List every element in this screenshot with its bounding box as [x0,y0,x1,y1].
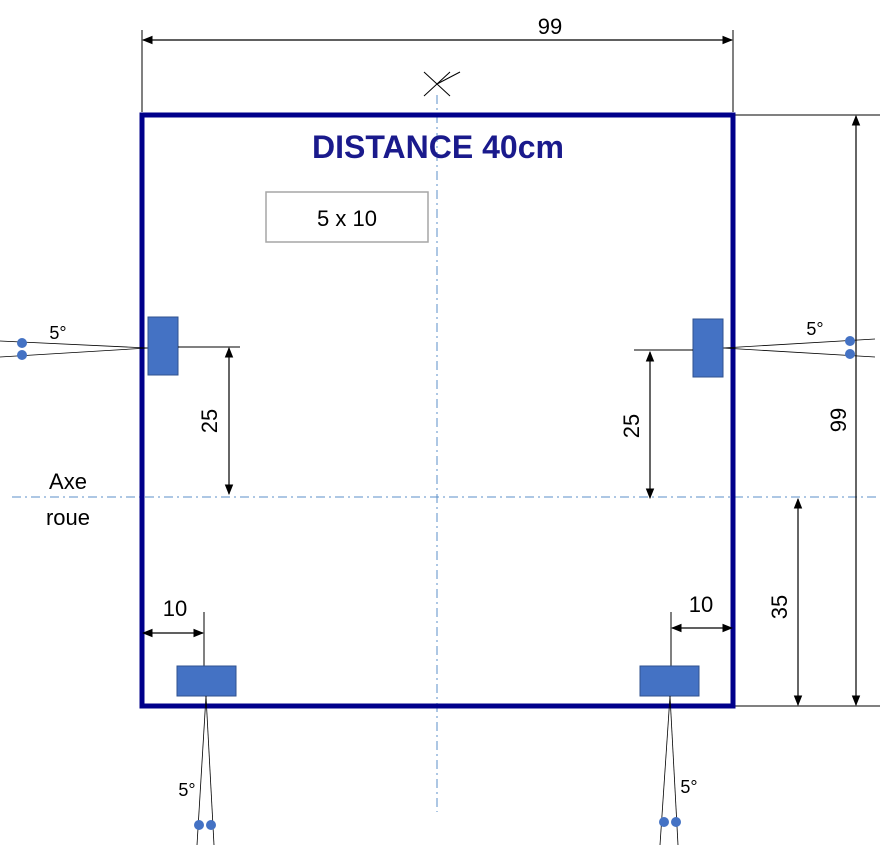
bottom-right-sensor-group: 10 5° [639,592,734,846]
vehicle-outline-frame [139,112,736,709]
right-sensor [692,318,724,378]
left-sensor [147,316,179,376]
left-beam-dot-bottom [17,350,27,360]
right-angle-label: 5° [806,319,823,339]
size-note-label: 5 x 10 [317,206,377,231]
bottom-left-angle-label: 5° [178,780,195,800]
left-beam-dot-top [17,338,27,348]
right-height-label: 99 [826,408,851,432]
bottom-right-sensor [639,665,700,697]
bottom-right-inset-label: 10 [689,592,713,617]
bottom-right-height-label: 35 [767,595,792,619]
bottom-right-dot-left [659,817,669,827]
right-sensor-offset-label: 25 [619,414,644,438]
top-width-dimension: 99 [141,14,734,112]
right-height-dimension: 99 [735,114,880,707]
center-cross-marker [423,71,461,97]
right-beam-dot-bottom [845,349,855,359]
distance-title: DISTANCE 40cm [312,129,564,165]
right-sensor-group: 5° 25 [619,318,876,500]
left-sensor-offset-label: 25 [197,409,222,433]
wheel-axis-label-line1: Axe [49,469,87,494]
left-angle-label: 5° [49,323,66,343]
left-sensor-group: 5° 25 [0,316,240,496]
bottom-left-inset-label: 10 [163,596,187,621]
right-beam-dot-top [845,336,855,346]
bottom-right-height-dimension: 35 [767,497,803,707]
bottom-left-sensor [176,665,237,697]
bottom-left-dot-right [206,820,216,830]
bottom-right-angle-label: 5° [680,777,697,797]
bottom-left-sensor-group: 10 5° [141,596,237,846]
wheel-axis-label-line2: roue [46,505,90,530]
size-note-box: 5 x 10 [265,191,429,243]
bottom-left-dot-left [194,820,204,830]
bottom-right-dot-right [671,817,681,827]
top-width-label: 99 [538,14,562,39]
